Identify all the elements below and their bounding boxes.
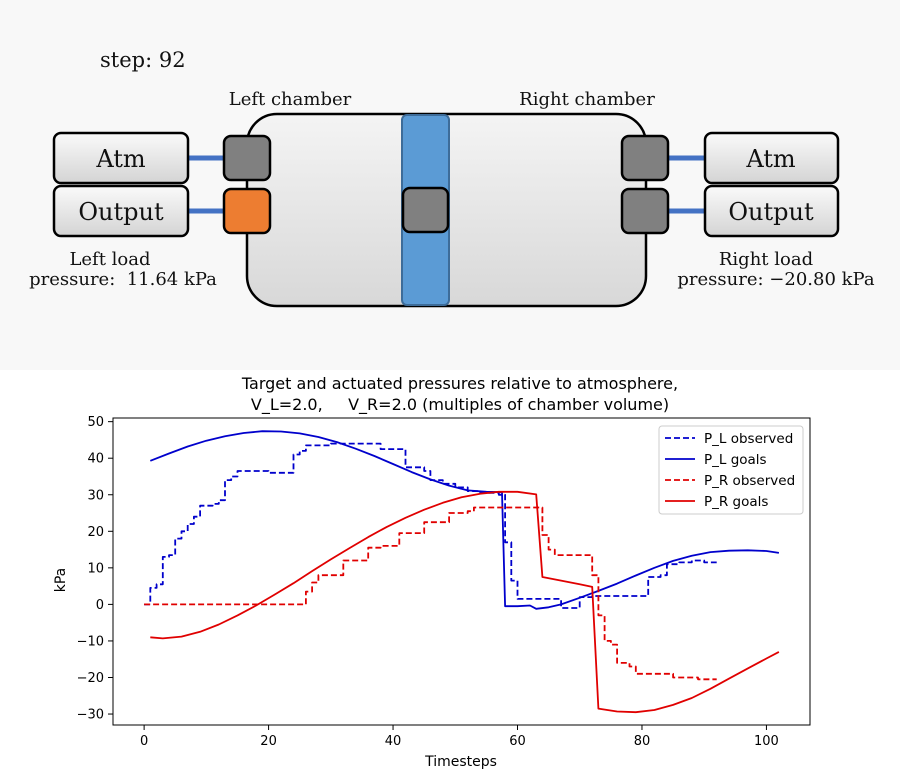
- left-atm-valve[interactable]: [222, 134, 272, 182]
- y-tick-label: 0: [96, 598, 104, 613]
- left-output-box: [52, 184, 190, 238]
- right-load-pressure: pressure: −20.80 kPa: [677, 269, 874, 290]
- y-tick-label: 50: [87, 415, 104, 430]
- x-tick-label: 80: [634, 734, 651, 749]
- legend-label: P_R observed: [704, 473, 795, 489]
- left-atm-box: [52, 131, 190, 185]
- y-tick-label: −10: [77, 634, 104, 649]
- x-tick-label: 60: [509, 734, 526, 749]
- simulation-canvas: step: 92 Left chamber Right chamber Atm …: [29, 48, 875, 308]
- x-tick-label: 40: [385, 734, 402, 749]
- chart-title-line1: Target and actuated pressures relative t…: [241, 374, 678, 393]
- right-output-valve[interactable]: [620, 187, 670, 235]
- series-p-l-observed: [144, 442, 717, 609]
- y-tick-label: 40: [87, 452, 104, 467]
- right-output-box: [703, 184, 840, 238]
- right-load-title: Right load: [719, 249, 813, 270]
- x-tick-label: 100: [754, 734, 779, 749]
- legend-label: P_L goals: [704, 452, 767, 468]
- y-tick-label: 20: [87, 525, 104, 540]
- step-counter: step: 92: [100, 48, 186, 72]
- simulation-scene: step: 92 Left chamber Right chamber Atm …: [0, 0, 900, 370]
- legend-label: P_L observed: [704, 431, 793, 447]
- pipes: [188, 155, 706, 214]
- right-atm-valve[interactable]: [620, 134, 670, 182]
- left-chamber-label: Left chamber: [229, 89, 352, 110]
- series-p-r-goals: [150, 490, 780, 714]
- y-tick-label: 30: [87, 488, 104, 503]
- x-axis-label: Timesteps: [424, 754, 497, 770]
- right-chamber-label: Right chamber: [519, 89, 655, 110]
- right-atm-label: Atm: [745, 145, 796, 173]
- left-load-title: Left load: [69, 249, 150, 270]
- right-atm-box: [703, 131, 840, 185]
- piston-valve: [401, 186, 450, 234]
- left-output-valve[interactable]: [222, 187, 272, 235]
- left-output-label: Output: [78, 198, 164, 226]
- left-atm-label: Atm: [95, 145, 146, 173]
- plot-frame: [112, 417, 811, 726]
- axis-ticks: 0 20 40 60 80 100 −30 −20 −10 0 10 20 30 40 50: [77, 415, 779, 749]
- y-tick-label: −30: [77, 708, 104, 723]
- pressure-chart-svg: Target and actuated pressures relative t…: [53, 374, 811, 770]
- pressure-chart: Target and actuated pressures relative t…: [0, 370, 900, 770]
- y-axis-label: kPa: [53, 568, 69, 593]
- x-tick-label: 20: [260, 734, 277, 749]
- series-layer: [144, 430, 780, 714]
- y-tick-label: 10: [87, 561, 104, 576]
- legend-box: [658, 425, 804, 515]
- x-tick-label: 0: [140, 734, 148, 749]
- legend-label: P_R goals: [704, 494, 768, 510]
- right-output-label: Output: [728, 198, 814, 226]
- y-tick-label: −20: [77, 671, 104, 686]
- chart-title-line2: V_L=2.0, V_R=2.0 (multiples of chamber v…: [251, 395, 669, 415]
- left-load-pressure: pressure: 11.64 kPa: [29, 269, 217, 290]
- legend: P_L observed P_L goals P_R observed P_R goa…: [658, 425, 804, 515]
- series-p-r-observed: [144, 506, 717, 681]
